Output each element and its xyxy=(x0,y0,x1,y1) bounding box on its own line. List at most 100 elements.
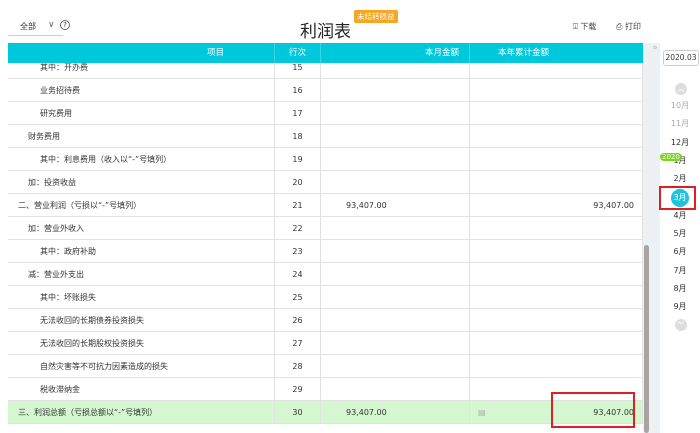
month-amount-cell[interactable] xyxy=(321,332,470,355)
download-icon: ⍗ xyxy=(573,22,581,31)
month-item[interactable]: 3月 xyxy=(660,188,700,207)
item-cell: 无法收回的长期股权投资损失 xyxy=(8,332,275,355)
table-row[interactable]: 其中：利息费用（收入以“-”号填列） 19 xyxy=(8,148,643,171)
month-item[interactable]: 2月 xyxy=(660,170,700,188)
line-cell: 25 xyxy=(275,286,321,309)
month-amount-cell[interactable] xyxy=(321,309,470,332)
line-cell: 21 xyxy=(275,194,321,217)
table-row[interactable]: 财务费用 18 xyxy=(8,125,643,148)
chevron-up-icon[interactable]: ︽ xyxy=(675,83,687,95)
month-amount-cell[interactable] xyxy=(321,125,470,148)
item-cell: 其中：坏账损失 xyxy=(8,286,275,309)
line-cell: 18 xyxy=(275,125,321,148)
income-statement-table: 项目 行次 本月金额 本年累计金额 其中：开办费 15 业务招待费 16 研究费… xyxy=(8,43,643,433)
year-amount-cell[interactable] xyxy=(470,56,643,79)
item-cell: 二、营业利润（亏损以“-”号填列） xyxy=(8,194,275,217)
item-cell: 无法收回的长期债券投资损失 xyxy=(8,309,275,332)
header-year: 本年累计金额 xyxy=(498,48,550,58)
scrollbar-thumb[interactable] xyxy=(644,245,649,433)
month-amount-cell[interactable] xyxy=(321,79,470,102)
year-amount-cell[interactable]: 93,407.00 xyxy=(470,401,643,424)
table-row[interactable]: 税收滞纳金 29 xyxy=(8,378,643,401)
line-cell: 22 xyxy=(275,217,321,240)
month-item[interactable]: 10月 xyxy=(660,97,700,115)
year-amount-cell[interactable] xyxy=(470,102,643,125)
table-row[interactable]: 研究费用 17 xyxy=(8,102,643,125)
year-amount-cell[interactable] xyxy=(470,263,643,286)
year-amount-cell[interactable] xyxy=(470,355,643,378)
year-amount-cell[interactable] xyxy=(470,240,643,263)
month-amount-cell[interactable]: 93,407.00 xyxy=(321,401,470,424)
line-cell: 16 xyxy=(275,79,321,102)
table-row[interactable]: 加：营业外收入 22 xyxy=(8,217,643,240)
table-row[interactable]: 二、营业利润（亏损以“-”号填列） 21 93,407.00 93,407.00 xyxy=(8,194,643,217)
month-amount-cell[interactable] xyxy=(321,217,470,240)
double-chevron-right-icon: » xyxy=(652,43,658,53)
item-cell: 其中：利息费用（收入以“-”号填列） xyxy=(8,148,275,171)
table-row[interactable]: 加：投资收益 20 xyxy=(8,171,643,194)
chevron-down-icon[interactable]: ∨ xyxy=(48,20,55,30)
toolbar: 全部 ∨ ? 利润表 未结转损益 ⍗ 下载 ⎙ 打印 xyxy=(0,0,700,42)
month-label: 6月 xyxy=(673,247,687,257)
item-cell: 自然灾害等不可抗力因素造成的损失 xyxy=(8,355,275,378)
scrollbar[interactable] xyxy=(643,43,650,433)
month-amount-cell[interactable] xyxy=(321,378,470,401)
period-sidebar: 2020.03 ︽ 10月11月12月1月2月3月4月5月6月7月8月9月 20… xyxy=(660,43,700,433)
month-item[interactable]: 8月 xyxy=(660,280,700,298)
month-amount-cell[interactable] xyxy=(321,286,470,309)
month-amount-cell[interactable] xyxy=(321,263,470,286)
table-row[interactable]: 无法收回的长期股权投资损失 27 xyxy=(8,332,643,355)
year-amount-cell[interactable]: 93,407.00 xyxy=(470,194,643,217)
table-row[interactable]: 无法收回的长期债券投资损失 26 xyxy=(8,309,643,332)
print-button[interactable]: ⎙ 打印 xyxy=(616,22,641,31)
date-picker[interactable]: 2020.03 xyxy=(663,50,699,66)
item-cell: 加：投资收益 xyxy=(8,171,275,194)
year-amount-cell[interactable] xyxy=(470,378,643,401)
year-amount-cell[interactable] xyxy=(470,171,643,194)
status-badge[interactable]: 未结转损益 xyxy=(354,10,398,23)
year-amount-cell[interactable] xyxy=(470,79,643,102)
year-amount-cell[interactable] xyxy=(470,125,643,148)
help-icon[interactable]: ? xyxy=(60,20,70,30)
month-amount-cell[interactable] xyxy=(321,171,470,194)
line-cell: 27 xyxy=(275,332,321,355)
year-amount-cell[interactable] xyxy=(470,332,643,355)
table-row[interactable]: 自然灾害等不可抗力因素造成的损失 28 xyxy=(8,355,643,378)
year-amount-cell[interactable] xyxy=(470,148,643,171)
month-item[interactable]: 6月 xyxy=(660,243,700,261)
table-row[interactable]: 业务招待费 16 xyxy=(8,79,643,102)
month-item[interactable]: 11月 xyxy=(660,115,700,133)
download-button[interactable]: ⍗ 下载 xyxy=(573,22,597,31)
month-item[interactable]: 7月 xyxy=(660,262,700,280)
table-header: 项目 行次 本月金额 本年累计金额 xyxy=(8,43,643,63)
filter-select[interactable]: 全部 xyxy=(8,20,63,36)
line-cell: 20 xyxy=(275,171,321,194)
month-item[interactable]: 5月 xyxy=(660,225,700,243)
month-label: 10月 xyxy=(670,101,690,110)
month-amount-cell[interactable] xyxy=(321,148,470,171)
month-label: 7月 xyxy=(673,265,687,275)
table-row[interactable]: 三、利润总额（亏损总额以“-”号填列） 30 93,407.00 93,407.… xyxy=(8,401,643,424)
expand-panel-button[interactable]: » xyxy=(650,43,660,433)
month-item[interactable]: 9月 xyxy=(660,298,700,316)
month-item[interactable]: 12月 xyxy=(660,134,700,152)
month-amount-cell[interactable]: 93,407.00 xyxy=(321,194,470,217)
year-amount-cell[interactable] xyxy=(470,286,643,309)
month-amount-cell[interactable] xyxy=(321,102,470,125)
header-month: 本月金额 xyxy=(321,43,470,63)
table-row[interactable]: 其中：坏账损失 25 xyxy=(8,286,643,309)
month-amount-cell[interactable] xyxy=(321,240,470,263)
year-amount-cell[interactable] xyxy=(470,309,643,332)
chevron-down-icon[interactable]: ︾ xyxy=(675,319,687,331)
table-row[interactable]: 其中：政府补助 23 xyxy=(8,240,643,263)
item-cell: 业务招待费 xyxy=(8,79,275,102)
document-icon[interactable]: ▤ xyxy=(478,408,486,417)
month-amount-cell[interactable] xyxy=(321,56,470,79)
selected-month-highlight xyxy=(659,186,696,210)
table-row[interactable]: 减：营业外支出 24 xyxy=(8,263,643,286)
item-cell: 其中：开办费 xyxy=(8,56,275,79)
line-cell: 26 xyxy=(275,309,321,332)
year-amount-cell[interactable] xyxy=(470,217,643,240)
month-item[interactable]: 4月 xyxy=(660,207,700,225)
month-amount-cell[interactable] xyxy=(321,355,470,378)
